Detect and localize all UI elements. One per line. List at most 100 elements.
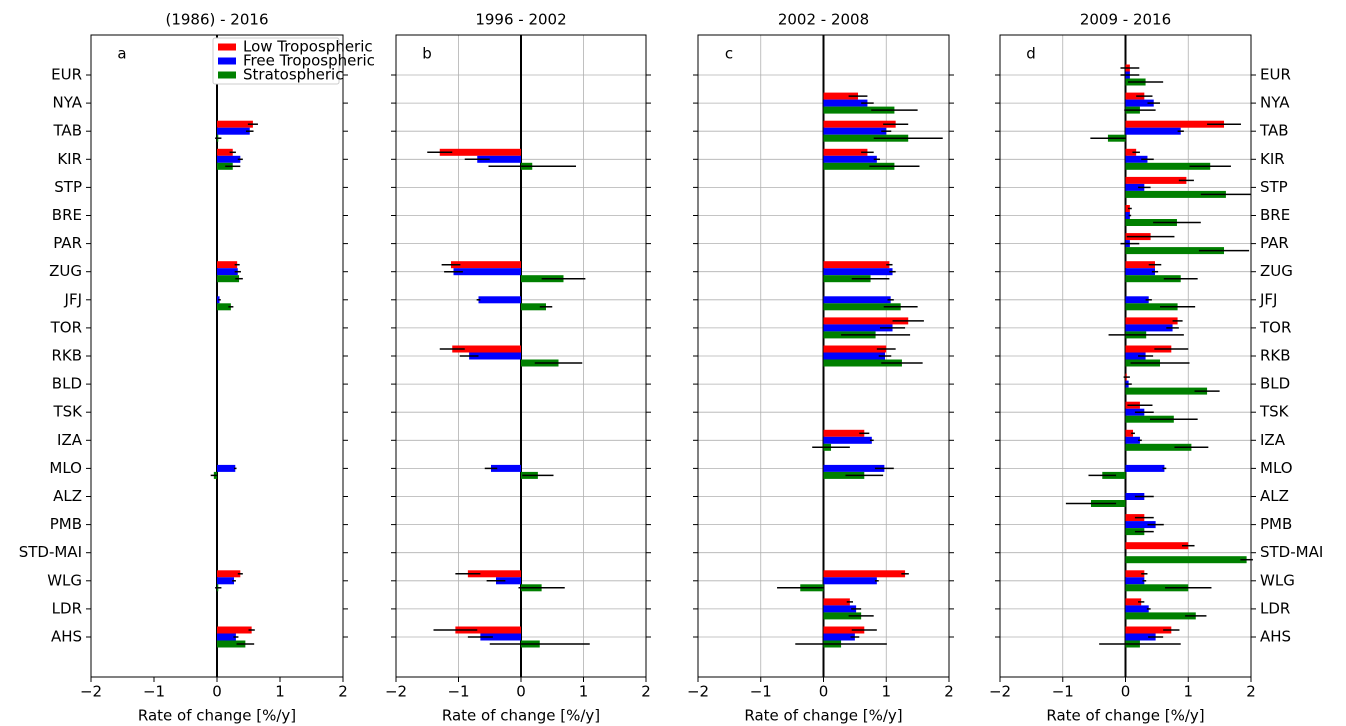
bar [823, 605, 857, 613]
x-tick-label: 1 [881, 683, 891, 701]
x-axis-label: Rate of change [%/y] [442, 707, 600, 725]
category-label: BRE [1260, 206, 1290, 224]
category-label: KIR [1260, 150, 1285, 168]
bar [1125, 268, 1155, 276]
bar [1125, 296, 1149, 304]
bar [823, 345, 887, 353]
panel-title: 1996 - 2002 [475, 11, 566, 29]
legend-label: Free Tropospheric [243, 52, 375, 70]
bar [217, 577, 235, 585]
bar [1125, 464, 1165, 472]
bar [1125, 633, 1156, 641]
bar [217, 162, 233, 170]
category-label: WLG [1260, 571, 1295, 589]
bar [217, 464, 236, 472]
bar [217, 148, 233, 156]
bar [823, 436, 872, 444]
x-axis-label: Rate of change [%/y] [744, 707, 902, 725]
category-label: ALZ [1260, 487, 1289, 505]
x-tick-label: −2 [385, 683, 407, 701]
category-label: ZUG [1260, 262, 1293, 280]
category-label: STD-MAI [19, 543, 82, 561]
category-label: EUR [51, 66, 82, 84]
bar [823, 429, 865, 437]
bar [217, 303, 231, 311]
legend-swatch [218, 43, 236, 51]
bar [823, 155, 877, 163]
bar [823, 268, 893, 276]
bar [467, 570, 521, 578]
bar [477, 155, 521, 163]
bar [823, 148, 868, 156]
bar [823, 626, 865, 634]
bar [1125, 120, 1225, 128]
category-label: PMB [50, 515, 82, 533]
bar [1125, 584, 1189, 592]
bar [823, 570, 906, 578]
x-tick-label: −1 [1052, 683, 1074, 701]
panel-title: (1986) - 2016 [165, 11, 268, 29]
bar [1125, 577, 1145, 585]
bar [1125, 352, 1146, 360]
bar [453, 268, 521, 276]
bar [1125, 612, 1196, 620]
bar [1125, 155, 1148, 163]
bar [823, 120, 896, 128]
bar [1125, 387, 1208, 395]
category-label: MLO [1260, 459, 1293, 477]
category-label: AHS [51, 628, 82, 646]
bar [1125, 190, 1226, 198]
panel-letter: d [1026, 45, 1036, 63]
bar [1125, 317, 1178, 325]
bar [1125, 598, 1142, 606]
bar [1125, 521, 1156, 529]
bar [1125, 429, 1134, 437]
bar [491, 464, 521, 472]
category-label: ZUG [49, 262, 82, 280]
panel-title: 2002 - 2008 [778, 11, 869, 29]
bar [452, 345, 521, 353]
bar [469, 352, 521, 360]
x-tick-label: 0 [819, 683, 829, 701]
bar [217, 155, 241, 163]
bar [1125, 415, 1174, 423]
category-label: PMB [1260, 515, 1292, 533]
x-tick-label: 2 [338, 683, 348, 701]
x-tick-label: 2 [1246, 683, 1256, 701]
bar [823, 464, 885, 472]
panel-title: 2009 - 2016 [1080, 11, 1171, 29]
bar [823, 296, 891, 304]
bar [1125, 127, 1181, 135]
category-label: LDR [52, 599, 82, 617]
category-label: ALZ [53, 487, 82, 505]
bar [1125, 556, 1247, 564]
legend-label: Low Tropospheric [243, 38, 373, 56]
category-label: PAR [53, 234, 82, 252]
bar [480, 633, 521, 641]
category-label: BRE [52, 206, 82, 224]
legend-swatch [218, 57, 236, 65]
bar [1125, 626, 1172, 634]
bar [1125, 247, 1225, 255]
x-axis-label: Rate of change [%/y] [138, 707, 296, 725]
bar [451, 261, 521, 269]
category-label: NYA [1260, 94, 1290, 112]
bar [439, 148, 521, 156]
bar [823, 127, 887, 135]
x-tick-label: 0 [1121, 683, 1131, 701]
bar [823, 633, 855, 641]
category-label: TOR [1259, 318, 1291, 336]
bar [1125, 148, 1137, 156]
bar [823, 577, 877, 585]
bar [823, 471, 865, 479]
bar [823, 598, 850, 606]
bar [217, 570, 241, 578]
bar [217, 640, 246, 648]
x-tick-label: 0 [516, 683, 526, 701]
bar [1125, 162, 1211, 170]
category-label: BLD [52, 375, 82, 393]
bar [823, 612, 862, 620]
category-label: KIR [57, 150, 82, 168]
bar [1125, 303, 1178, 311]
bar [1125, 212, 1130, 219]
